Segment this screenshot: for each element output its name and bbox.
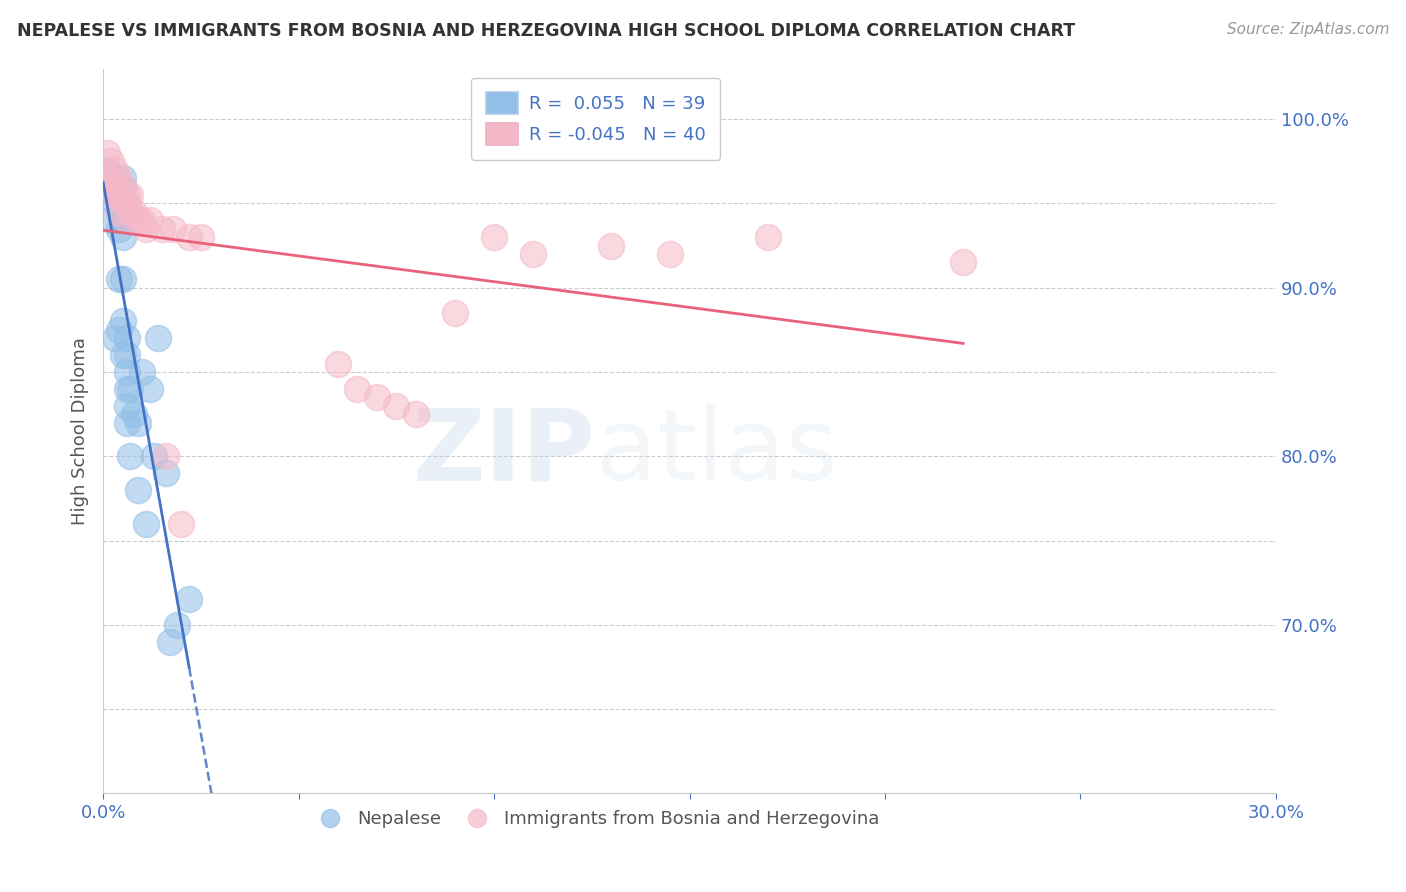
Point bbox=[111, 230, 134, 244]
Point bbox=[170, 516, 193, 531]
Point bbox=[111, 179, 134, 194]
Point bbox=[135, 516, 157, 531]
Point bbox=[107, 204, 129, 219]
Point bbox=[166, 617, 188, 632]
Point bbox=[405, 407, 427, 421]
Point bbox=[104, 179, 127, 194]
Point bbox=[115, 399, 138, 413]
Point bbox=[115, 196, 138, 211]
Point bbox=[127, 483, 149, 497]
Point bbox=[107, 171, 129, 186]
Point bbox=[139, 213, 162, 227]
Point bbox=[326, 357, 349, 371]
Point bbox=[115, 331, 138, 345]
Point bbox=[124, 204, 146, 219]
Y-axis label: High School Diploma: High School Diploma bbox=[72, 337, 89, 524]
Point bbox=[107, 204, 129, 219]
Point bbox=[659, 247, 682, 261]
Point bbox=[115, 213, 138, 227]
Point bbox=[104, 331, 127, 345]
Point bbox=[111, 196, 134, 211]
Point bbox=[100, 154, 122, 169]
Point bbox=[139, 382, 162, 396]
Text: ZIP: ZIP bbox=[413, 404, 596, 501]
Point bbox=[120, 449, 142, 463]
Point bbox=[135, 221, 157, 235]
Point bbox=[104, 188, 127, 202]
Point bbox=[127, 213, 149, 227]
Point bbox=[179, 230, 201, 244]
Point bbox=[522, 247, 544, 261]
Point bbox=[190, 230, 212, 244]
Point bbox=[120, 188, 142, 202]
Point bbox=[115, 382, 138, 396]
Text: Source: ZipAtlas.com: Source: ZipAtlas.com bbox=[1226, 22, 1389, 37]
Point bbox=[111, 196, 134, 211]
Point bbox=[385, 399, 408, 413]
Point bbox=[100, 171, 122, 186]
Point bbox=[96, 162, 118, 177]
Point bbox=[142, 449, 165, 463]
Point bbox=[162, 221, 184, 235]
Point bbox=[952, 255, 974, 269]
Point bbox=[756, 230, 779, 244]
Point bbox=[111, 348, 134, 362]
Point bbox=[104, 188, 127, 202]
Point bbox=[104, 171, 127, 186]
Point bbox=[96, 145, 118, 160]
Point bbox=[111, 314, 134, 328]
Point bbox=[131, 365, 153, 379]
Point bbox=[107, 323, 129, 337]
Point bbox=[120, 204, 142, 219]
Point bbox=[115, 348, 138, 362]
Legend: Nepalese, Immigrants from Bosnia and Herzegovina: Nepalese, Immigrants from Bosnia and Her… bbox=[305, 803, 887, 835]
Point bbox=[100, 213, 122, 227]
Point bbox=[107, 179, 129, 194]
Point bbox=[120, 382, 142, 396]
Point bbox=[131, 213, 153, 227]
Point bbox=[107, 188, 129, 202]
Point bbox=[346, 382, 368, 396]
Text: atlas: atlas bbox=[596, 404, 838, 501]
Point bbox=[179, 592, 201, 607]
Point bbox=[96, 171, 118, 186]
Point bbox=[107, 221, 129, 235]
Point bbox=[107, 272, 129, 286]
Point bbox=[155, 449, 177, 463]
Point bbox=[150, 221, 173, 235]
Point bbox=[115, 188, 138, 202]
Point bbox=[115, 416, 138, 430]
Point bbox=[111, 272, 134, 286]
Point bbox=[124, 407, 146, 421]
Point bbox=[127, 416, 149, 430]
Point bbox=[111, 179, 134, 194]
Point bbox=[104, 162, 127, 177]
Point bbox=[104, 196, 127, 211]
Point bbox=[159, 634, 181, 648]
Point bbox=[111, 213, 134, 227]
Point bbox=[600, 238, 623, 252]
Point bbox=[115, 365, 138, 379]
Point bbox=[444, 306, 467, 320]
Point bbox=[155, 466, 177, 480]
Point bbox=[111, 171, 134, 186]
Point bbox=[366, 390, 388, 404]
Point bbox=[146, 331, 169, 345]
Point bbox=[482, 230, 505, 244]
Text: NEPALESE VS IMMIGRANTS FROM BOSNIA AND HERZEGOVINA HIGH SCHOOL DIPLOMA CORRELATI: NEPALESE VS IMMIGRANTS FROM BOSNIA AND H… bbox=[17, 22, 1076, 40]
